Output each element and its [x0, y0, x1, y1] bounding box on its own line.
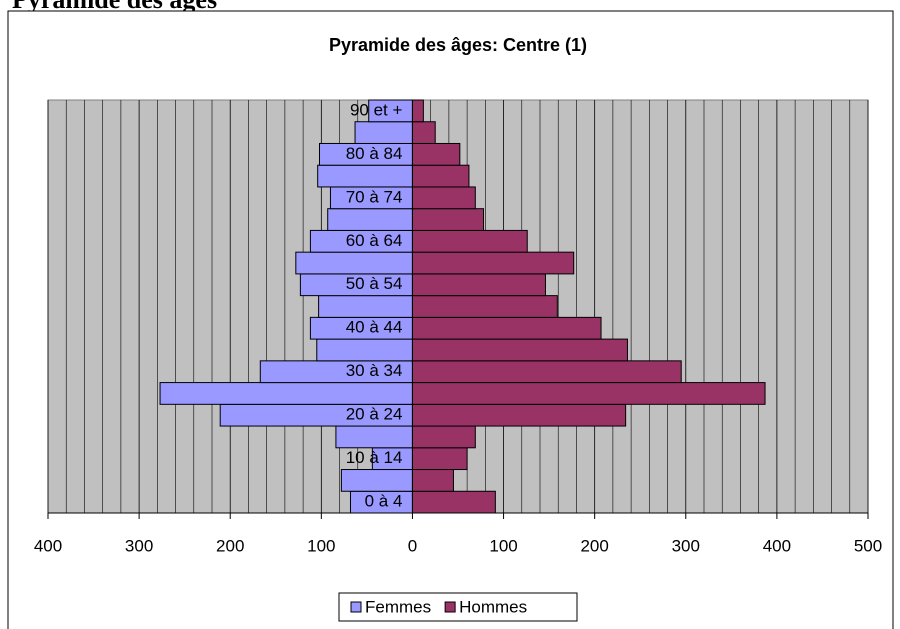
bar	[327, 208, 413, 231]
x-tick-label: 400	[34, 536, 62, 555]
y-tick-label: 40 à 44	[346, 318, 403, 337]
bar	[411, 490, 496, 514]
x-tick-label: 500	[854, 536, 882, 555]
bar	[411, 360, 682, 384]
bar	[411, 382, 766, 405]
bar	[411, 273, 546, 297]
x-tick-label: 100	[307, 536, 335, 555]
x-tick-label: 400	[763, 536, 791, 555]
bar	[295, 251, 413, 275]
bar	[411, 164, 470, 188]
chart-title: Pyramide des âges: Centre (1)	[329, 35, 587, 55]
legend-swatch	[444, 601, 456, 613]
legend-label: Femmes	[365, 597, 431, 616]
x-tick-label: 300	[672, 536, 700, 555]
bar	[411, 447, 468, 471]
legend-label: Hommes	[459, 597, 527, 616]
bar	[411, 186, 476, 210]
bar	[335, 425, 413, 449]
bar	[159, 382, 413, 405]
bar	[411, 251, 575, 275]
page-heading: Pyramide des âges	[12, 0, 217, 14]
y-tick-label: 20 à 24	[346, 405, 403, 424]
y-tick-label: 60 à 64	[346, 231, 403, 250]
bar	[411, 469, 454, 492]
bar	[411, 99, 424, 123]
bar	[317, 164, 413, 188]
bar	[411, 121, 436, 144]
bar	[411, 208, 485, 231]
x-tick-label: 200	[216, 536, 244, 555]
bar	[411, 142, 461, 166]
bar	[411, 403, 627, 427]
y-tick-label: 0 à 4	[365, 492, 403, 511]
y-tick-label: 90 et +	[350, 100, 403, 119]
bar	[411, 425, 476, 449]
bar	[411, 338, 628, 362]
y-tick-label: 50 à 54	[346, 274, 403, 293]
x-tick-label: 100	[489, 536, 517, 555]
bar	[354, 121, 413, 144]
bar	[411, 295, 558, 318]
x-tick-label: 200	[580, 536, 608, 555]
bar	[316, 338, 413, 362]
y-tick-label: 30 à 34	[346, 361, 403, 380]
x-tick-label: 0	[408, 536, 417, 555]
legend-box	[338, 592, 578, 622]
bar	[340, 469, 413, 492]
x-tick-label: 300	[125, 536, 153, 555]
bar	[411, 316, 602, 340]
y-tick-label: 80 à 84	[346, 144, 403, 163]
y-tick-label: 70 à 74	[346, 187, 403, 206]
bar	[411, 229, 528, 253]
legend-swatch	[350, 601, 362, 613]
bar	[318, 295, 413, 318]
y-tick-label: 10 à 14	[346, 448, 403, 467]
